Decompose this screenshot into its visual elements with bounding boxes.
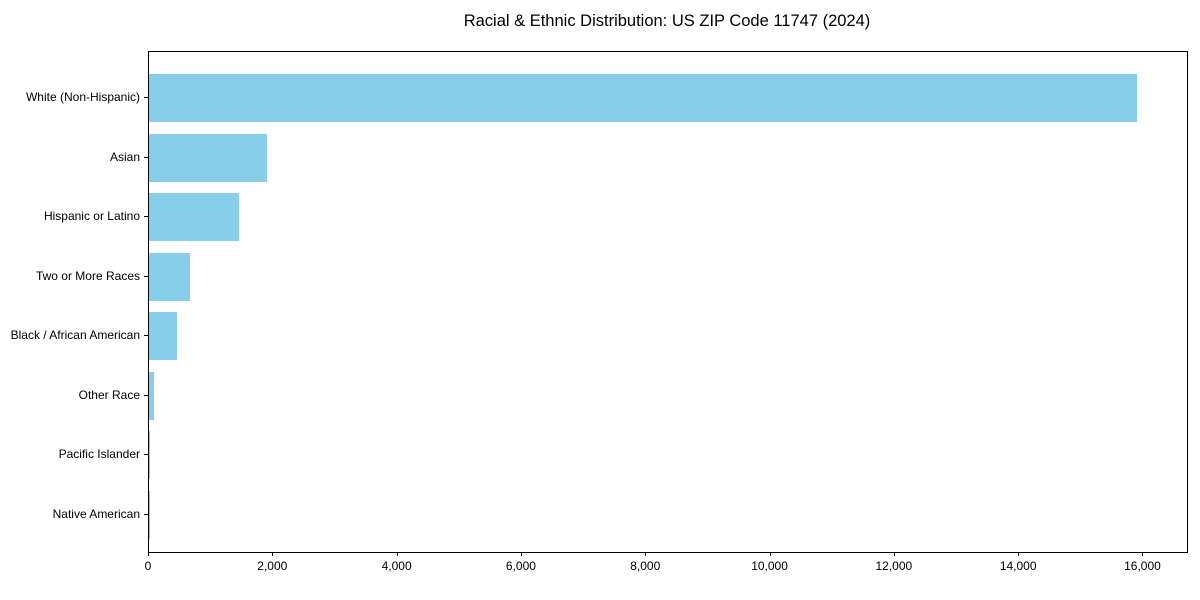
y-tick-label-black-african-american: Black / African American xyxy=(10,328,140,342)
bar-black-african-american xyxy=(149,312,177,360)
y-tick-mark xyxy=(144,156,148,158)
x-tick-mark xyxy=(769,552,771,556)
x-tick-label-6000: 6,000 xyxy=(505,559,536,573)
x-tick-label-10000: 10,000 xyxy=(751,559,788,573)
y-tick-label-native-american: Native American xyxy=(52,506,140,521)
y-tick-mark xyxy=(144,394,148,396)
y-tick-mark xyxy=(144,335,148,336)
x-tick-label-16000: 16,000 xyxy=(1124,559,1161,573)
plot-area xyxy=(148,51,1188,553)
bar-pacific-islander xyxy=(149,431,150,479)
x-tick-label-0: 0 xyxy=(144,559,152,573)
bar-native-american xyxy=(149,490,150,539)
x-tick-mark xyxy=(1018,552,1020,556)
chart-title: Racial & Ethnic Distribution: US ZIP Cod… xyxy=(463,12,871,30)
y-tick-label-two-or-more-races: Two or More Races xyxy=(35,268,140,283)
y-tick-label-white-non-hispanic: White (Non-Hispanic) xyxy=(25,90,140,104)
x-tick-mark xyxy=(396,552,398,556)
y-tick-label-asian: Asian xyxy=(109,149,140,164)
y-tick-mark xyxy=(144,216,148,217)
y-tick-mark xyxy=(144,513,148,515)
bar-white-non-hispanic xyxy=(149,74,1138,122)
bar-asian xyxy=(149,133,268,182)
x-tick-mark xyxy=(272,552,274,556)
y-tick-label-other-race: Other Race xyxy=(78,387,140,402)
y-tick-label-pacific-islander: Pacific Islander xyxy=(58,447,140,461)
x-tick-mark xyxy=(645,552,647,556)
bar-other-race xyxy=(149,371,154,420)
x-tick-label-12000: 12,000 xyxy=(875,559,913,573)
x-tick-mark xyxy=(520,552,522,556)
bar-two-or-more-races xyxy=(149,252,191,301)
y-tick-mark xyxy=(144,275,148,277)
y-tick-mark xyxy=(144,97,148,98)
x-tick-mark xyxy=(148,552,149,556)
x-tick-label-4000: 4,000 xyxy=(381,559,412,573)
x-tick-label-2000: 2,000 xyxy=(257,559,288,573)
x-tick-mark xyxy=(1142,552,1144,556)
y-tick-label-hispanic-or-latino: Hispanic or Latino xyxy=(43,209,140,223)
y-tick-mark xyxy=(144,454,148,455)
x-tick-label-8000: 8,000 xyxy=(630,559,661,573)
bar-hispanic-or-latino xyxy=(149,193,240,241)
x-tick-mark xyxy=(893,552,895,556)
x-tick-label-14000: 14,000 xyxy=(999,559,1037,573)
